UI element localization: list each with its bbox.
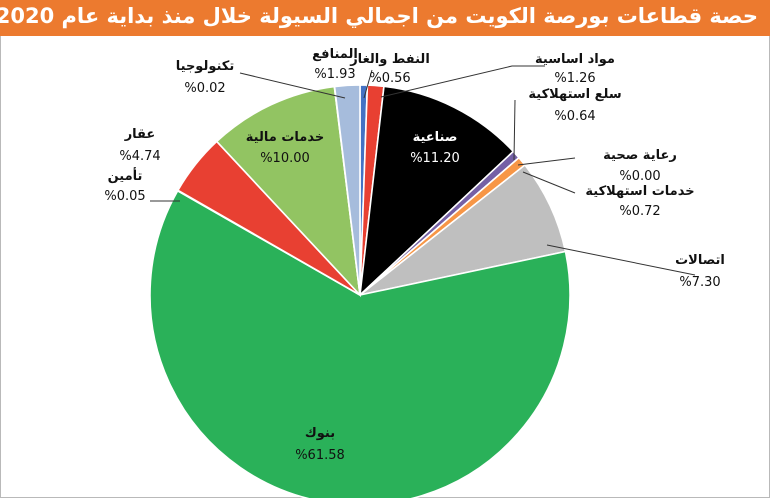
leader-line xyxy=(546,244,696,276)
leader-lines xyxy=(150,65,696,276)
chart-title: حصة قطاعات بورصة الكويت من اجمالي السيول… xyxy=(0,4,758,28)
slice-name-label: صناعية xyxy=(413,130,458,145)
slice-name-label: المنافع xyxy=(312,47,358,62)
slice-value-label: %1.93 xyxy=(314,67,355,82)
slice-name-label: خدمات استهلاكية xyxy=(585,184,694,199)
slice-value-label: %0.00 xyxy=(619,169,660,184)
leader-line xyxy=(380,65,545,98)
slice-name-label: تأمين xyxy=(108,167,143,184)
slice-name-label: سلع استهلاكية xyxy=(528,87,621,102)
slice-value-label: %0.64 xyxy=(554,109,595,124)
slice-labels: النفط والغاز %0.56 مواد اساسية %1.26 صناعية%… xyxy=(104,47,725,463)
leader-line xyxy=(239,72,346,99)
slice-name-label: مواد اساسية xyxy=(535,52,615,67)
leader-line xyxy=(522,171,576,194)
leader-line xyxy=(363,69,373,99)
slice-name-label: اتصالات xyxy=(675,253,725,268)
title-bar: حصة قطاعات بورصة الكويت من اجمالي السيول… xyxy=(0,0,770,36)
leader-line xyxy=(517,157,576,166)
pie-slice xyxy=(149,189,571,498)
slice-value-label: %7.30 xyxy=(679,275,720,290)
slice-value-label: %10.00 xyxy=(260,151,310,166)
slice-value-label: %0.05 xyxy=(104,189,145,204)
slice-name-label: النفط والغاز xyxy=(349,52,430,67)
slice-name-label: بنوك xyxy=(305,426,335,441)
pie-slice xyxy=(358,85,515,298)
leader-line xyxy=(513,99,516,161)
pie-slices xyxy=(149,84,571,498)
slice-value-label: %0.56 xyxy=(369,71,410,86)
slice-name-label: رعاية صحية xyxy=(603,148,677,163)
slice-value-label: %0.02 xyxy=(184,81,225,96)
pie-slice xyxy=(333,84,361,296)
slice-value-label: %11.20 xyxy=(410,151,460,166)
slice-name-label: تكنولوجيا xyxy=(176,59,235,74)
slice-value-label: %0.72 xyxy=(619,204,660,219)
slice-name-label: خدمات مالية xyxy=(246,130,324,145)
slice-name-label: عقار xyxy=(124,127,156,142)
slice-value-label: %1.26 xyxy=(554,71,595,86)
slice-value-label: %61.58 xyxy=(295,448,345,463)
slice-value-label: %4.74 xyxy=(119,149,160,164)
pie-slice xyxy=(215,85,362,298)
